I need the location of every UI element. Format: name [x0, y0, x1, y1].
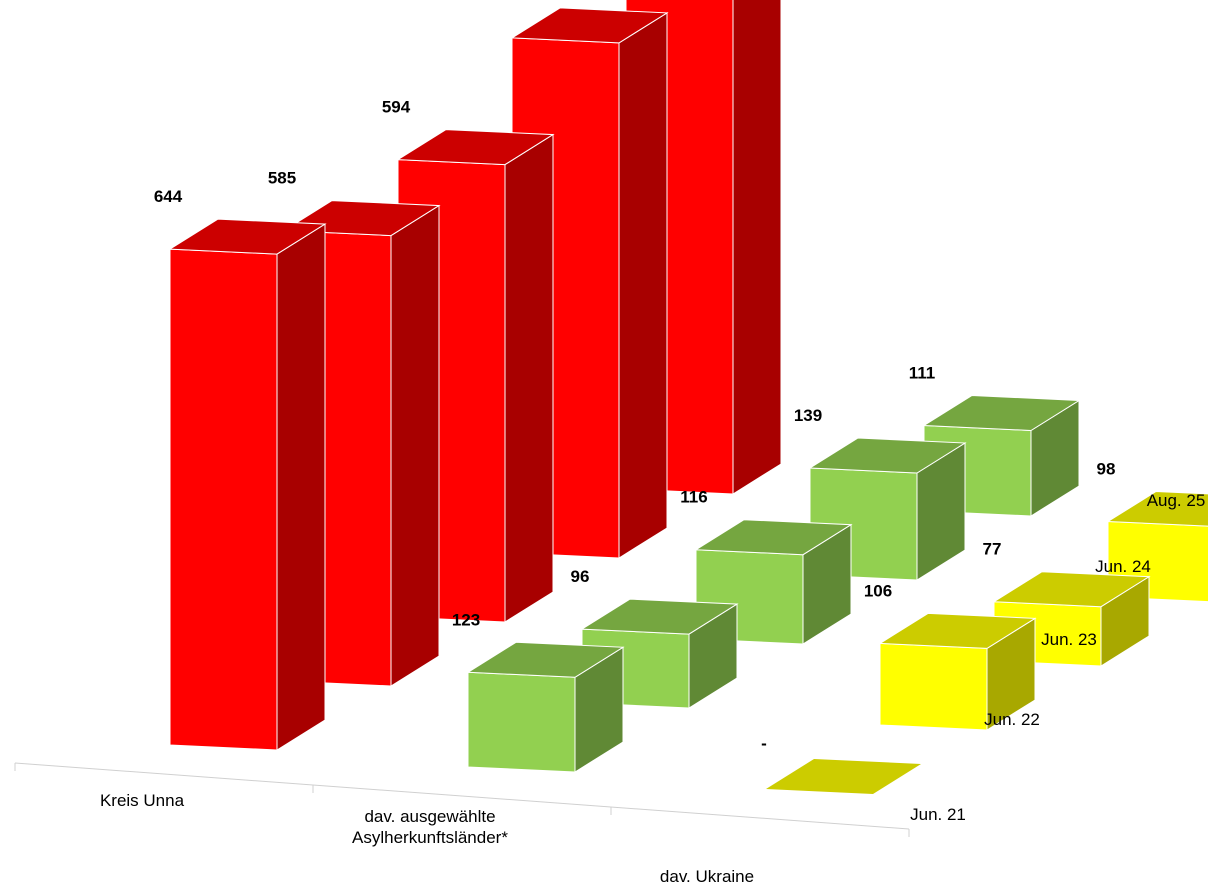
- bar-top-face: [466, 641, 625, 678]
- value-label: 139: [794, 406, 822, 425]
- series-label-jun-21: Jun. 21: [910, 805, 966, 824]
- series-labels: Jun. 21 Jun. 22 Jun. 23 Jun. 24 Aug. 25: [910, 491, 1205, 824]
- value-label: 77: [983, 540, 1002, 559]
- series-label-aug-25: Aug. 25: [1147, 491, 1206, 510]
- bar-front-face: [169, 248, 278, 751]
- category-axis-line: [14, 762, 910, 830]
- series-label-jun-24: Jun. 24: [1095, 557, 1151, 576]
- bar-top-face: [922, 394, 1081, 432]
- bar-dav-ukraine-jun-22: [878, 612, 1037, 731]
- bar-zero-face: [766, 759, 921, 794]
- bar-side-face: [390, 204, 440, 687]
- bars: [168, 0, 1208, 794]
- value-label: 123: [452, 610, 480, 629]
- category-labels: Kreis Unna dav. ausgewählte Asylherkunftsl…: [100, 791, 754, 886]
- bar-kreis-unna-jun-21: [168, 218, 327, 751]
- bar-front-face: [879, 642, 988, 731]
- category-label-kreis-unna: Kreis Unna: [100, 791, 185, 810]
- bar-top-face: [878, 612, 1037, 649]
- value-labels: 67611195669139985941167758596106644123-: [154, 98, 1116, 753]
- bar-top-face: [694, 519, 853, 556]
- bar-top-face: [580, 598, 739, 635]
- bar-side-face: [732, 0, 782, 495]
- bar-top-face: [992, 571, 1151, 608]
- bar-side-face: [618, 11, 668, 559]
- bar-top-face: [396, 129, 555, 166]
- bar-side-face: [276, 223, 326, 751]
- bar-side-face: [504, 133, 554, 623]
- bar-top-face: [1106, 490, 1208, 527]
- bar-dav-ausgew-hlte-asylherkunftsl-nder-jun-21: [466, 641, 625, 773]
- bar-dav-ukraine-jun-21: [766, 759, 921, 794]
- category-label-dav-ukraine: dav. Ukraine: [660, 867, 754, 886]
- bar-top-face: [510, 7, 669, 44]
- value-label: 111: [909, 364, 936, 383]
- series-label-jun-23: Jun. 23: [1041, 630, 1097, 649]
- value-label: 96: [571, 567, 590, 586]
- category-label-dav-ausgew-hlte-asylherkunftsl-nder: dav. ausgewählte Asylherkunftsländer*: [352, 807, 508, 847]
- value-label: 585: [268, 169, 296, 188]
- series-label-jun-22: Jun. 22: [984, 710, 1040, 729]
- chart-floor: [14, 762, 910, 837]
- bar-top-face: [808, 437, 967, 474]
- bar-front-face: [467, 671, 576, 773]
- value-label: 644: [154, 187, 183, 206]
- value-label: 98: [1097, 460, 1116, 479]
- value-label: 116: [680, 488, 707, 507]
- value-label: -: [761, 734, 767, 753]
- value-label: 106: [864, 581, 892, 600]
- bar-top-face: [168, 218, 327, 255]
- bar-dav-ausgew-hlte-asylherkunftsl-nder-jun-23: [694, 519, 853, 645]
- value-label: 594: [382, 98, 411, 117]
